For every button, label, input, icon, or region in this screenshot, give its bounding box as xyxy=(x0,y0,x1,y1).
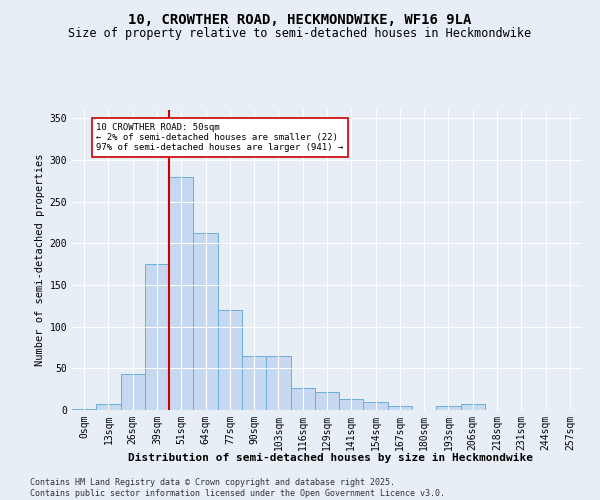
Bar xyxy=(145,264,169,410)
Bar xyxy=(72,409,96,410)
Bar xyxy=(242,356,266,410)
Bar xyxy=(218,310,242,410)
Text: 10 CROWTHER ROAD: 50sqm
← 2% of semi-detached houses are smaller (22)
97% of sem: 10 CROWTHER ROAD: 50sqm ← 2% of semi-det… xyxy=(96,122,344,152)
Bar xyxy=(96,404,121,410)
Bar xyxy=(364,402,388,410)
Bar xyxy=(315,392,339,410)
Bar xyxy=(339,399,364,410)
Text: Distribution of semi-detached houses by size in Heckmondwike: Distribution of semi-detached houses by … xyxy=(128,452,533,462)
Bar xyxy=(461,404,485,410)
Bar xyxy=(193,234,218,410)
Bar xyxy=(169,176,193,410)
Text: Contains HM Land Registry data © Crown copyright and database right 2025.
Contai: Contains HM Land Registry data © Crown c… xyxy=(30,478,445,498)
Bar xyxy=(388,406,412,410)
Bar xyxy=(290,388,315,410)
Text: Size of property relative to semi-detached houses in Heckmondwike: Size of property relative to semi-detach… xyxy=(68,28,532,40)
Y-axis label: Number of semi-detached properties: Number of semi-detached properties xyxy=(35,154,46,366)
Bar xyxy=(121,374,145,410)
Bar xyxy=(436,406,461,410)
Text: 10, CROWTHER ROAD, HECKMONDWIKE, WF16 9LA: 10, CROWTHER ROAD, HECKMONDWIKE, WF16 9L… xyxy=(128,12,472,26)
Bar xyxy=(266,356,290,410)
